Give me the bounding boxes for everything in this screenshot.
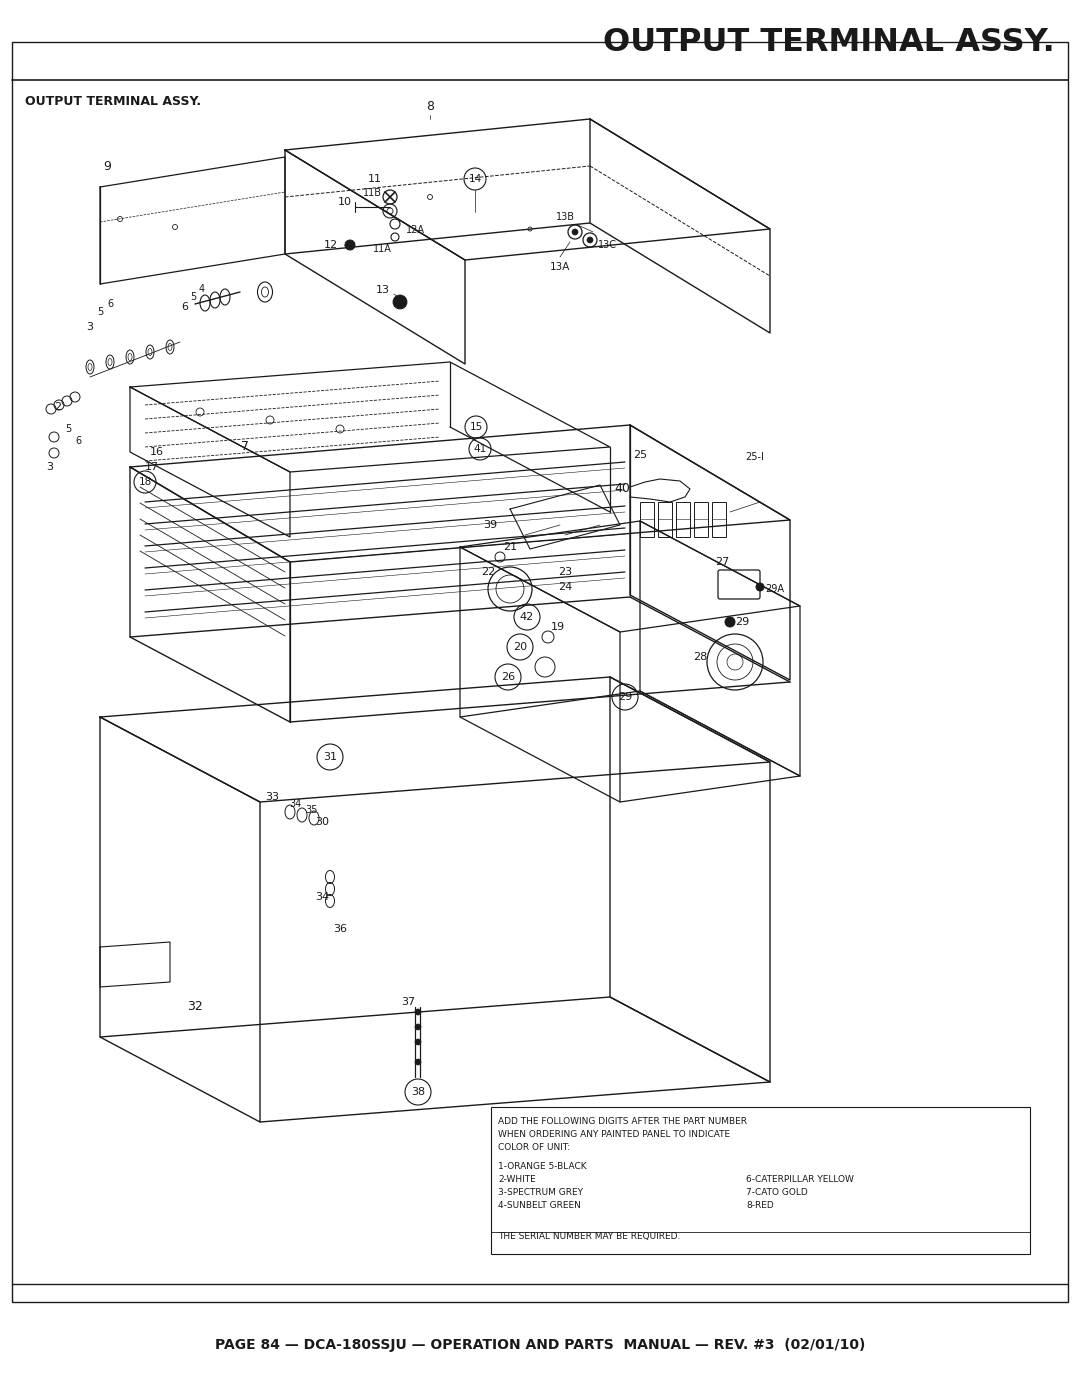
Text: 2: 2 — [54, 402, 62, 412]
Text: 25-I: 25-I — [745, 453, 765, 462]
Text: 33: 33 — [265, 792, 279, 802]
Circle shape — [415, 1009, 421, 1016]
Circle shape — [415, 1039, 421, 1045]
Text: 4: 4 — [199, 284, 205, 293]
Text: 6-CATERPILLAR YELLOW: 6-CATERPILLAR YELLOW — [746, 1175, 854, 1185]
Text: 27: 27 — [715, 557, 729, 567]
Text: 16: 16 — [150, 447, 164, 457]
Text: 34: 34 — [288, 799, 301, 809]
Text: 3-SPECTRUM GREY: 3-SPECTRUM GREY — [498, 1187, 583, 1197]
Text: 5: 5 — [97, 307, 103, 317]
Text: OUTPUT TERMINAL ASSY.: OUTPUT TERMINAL ASSY. — [604, 27, 1055, 59]
Text: 14: 14 — [469, 175, 482, 184]
Text: 5: 5 — [65, 425, 71, 434]
Bar — [676, 502, 690, 536]
Text: 7: 7 — [241, 440, 249, 454]
Text: 26: 26 — [501, 672, 515, 682]
Text: 6: 6 — [181, 302, 189, 312]
Circle shape — [345, 240, 355, 250]
Text: 18: 18 — [138, 476, 151, 488]
Text: 19: 19 — [551, 622, 565, 631]
Text: 31: 31 — [323, 752, 337, 761]
Text: 37: 37 — [401, 997, 415, 1007]
Text: 38: 38 — [410, 1087, 426, 1097]
Bar — [694, 502, 708, 536]
Text: 40: 40 — [615, 482, 630, 496]
Text: 11: 11 — [368, 175, 382, 184]
Text: 1-ORANGE 5-BLACK: 1-ORANGE 5-BLACK — [498, 1162, 586, 1171]
Text: 9: 9 — [103, 161, 111, 173]
Circle shape — [725, 617, 735, 627]
Text: THE SERIAL NUMBER MAY BE REQUIRED.: THE SERIAL NUMBER MAY BE REQUIRED. — [498, 1232, 680, 1241]
Text: 25: 25 — [633, 450, 647, 460]
Text: 41: 41 — [473, 444, 487, 454]
Text: 29: 29 — [735, 617, 750, 627]
Text: 15: 15 — [470, 422, 483, 432]
Text: 6: 6 — [107, 299, 113, 309]
Text: 8-RED: 8-RED — [746, 1201, 773, 1210]
Text: 21: 21 — [503, 542, 517, 552]
Text: 3: 3 — [46, 462, 54, 472]
Text: 22: 22 — [481, 567, 495, 577]
Text: ADD THE FOLLOWING DIGITS AFTER THE PART NUMBER: ADD THE FOLLOWING DIGITS AFTER THE PART … — [498, 1118, 747, 1126]
Text: 6: 6 — [75, 436, 81, 446]
Bar — [658, 502, 672, 536]
Text: 11A: 11A — [373, 244, 391, 254]
Text: 28: 28 — [693, 652, 707, 662]
Text: 34: 34 — [315, 893, 329, 902]
Circle shape — [415, 1024, 421, 1030]
Text: 12A: 12A — [405, 225, 424, 235]
Text: 13C: 13C — [597, 240, 617, 250]
Text: 30: 30 — [315, 817, 329, 827]
Text: 39: 39 — [483, 520, 497, 529]
Bar — [712, 502, 726, 536]
Text: 13: 13 — [376, 285, 390, 295]
Text: 5: 5 — [190, 292, 197, 302]
Text: 3: 3 — [86, 321, 94, 332]
Text: 11B: 11B — [363, 189, 381, 198]
Text: 42: 42 — [519, 612, 535, 622]
Text: OUTPUT TERMINAL ASSY.: OUTPUT TERMINAL ASSY. — [25, 95, 201, 108]
Text: 8: 8 — [426, 101, 434, 113]
Text: 36: 36 — [333, 923, 347, 935]
Text: 17: 17 — [145, 462, 159, 472]
Text: 29A: 29A — [765, 584, 784, 594]
Bar — [491, 1106, 1030, 1255]
Text: 23: 23 — [558, 567, 572, 577]
Circle shape — [572, 229, 578, 235]
Text: WHEN ORDERING ANY PAINTED PANEL TO INDICATE: WHEN ORDERING ANY PAINTED PANEL TO INDIC… — [498, 1130, 730, 1139]
Circle shape — [588, 237, 593, 243]
Text: 2-WHITE: 2-WHITE — [498, 1175, 536, 1185]
Circle shape — [393, 295, 407, 309]
Text: 24: 24 — [558, 583, 572, 592]
Circle shape — [415, 1059, 421, 1065]
Text: 4-SUNBELT GREEN: 4-SUNBELT GREEN — [498, 1201, 581, 1210]
Circle shape — [756, 583, 764, 591]
Text: 32: 32 — [187, 1000, 203, 1013]
Text: 13B: 13B — [555, 212, 575, 222]
Text: 13A: 13A — [550, 263, 570, 272]
Text: 10: 10 — [338, 197, 352, 207]
Text: 20: 20 — [513, 643, 527, 652]
Text: PAGE 84 — DCA-180SSJU — OPERATION AND PARTS  MANUAL — REV. #3  (02/01/10): PAGE 84 — DCA-180SSJU — OPERATION AND PA… — [215, 1338, 865, 1352]
Text: 12: 12 — [324, 240, 338, 250]
Text: 35: 35 — [306, 805, 319, 814]
Text: 7-CATO GOLD: 7-CATO GOLD — [746, 1187, 808, 1197]
Text: COLOR OF UNIT:: COLOR OF UNIT: — [498, 1143, 570, 1153]
Text: 29: 29 — [618, 692, 632, 703]
Bar — [640, 502, 654, 536]
